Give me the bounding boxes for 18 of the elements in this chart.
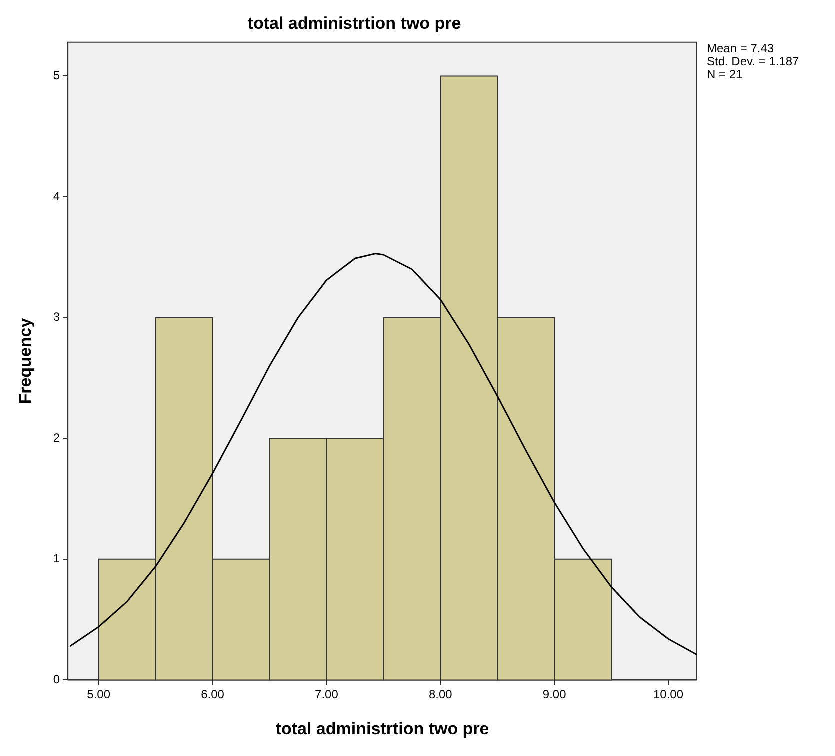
y-tick-label: 3 xyxy=(53,310,60,324)
y-tick-label: 1 xyxy=(53,552,60,566)
text: Mean = 7.43 xyxy=(707,41,774,56)
y-tick-label: 2 xyxy=(53,430,60,445)
y-tick-label: 5 xyxy=(53,68,60,83)
x-tick-label: 7.00 xyxy=(315,688,339,702)
x-tick-label: 9.00 xyxy=(542,688,567,702)
x-tick-label: 8.00 xyxy=(428,688,453,702)
x-tick-label: 10.00 xyxy=(654,688,684,702)
x-tick-label: 5.00 xyxy=(87,688,111,702)
text: N = 21 xyxy=(707,67,744,82)
chart-title: total administrtion two pre xyxy=(248,14,462,33)
y-tick-label: 4 xyxy=(53,189,60,204)
text: Std. Dev. = 1.187 xyxy=(707,54,800,68)
y-tick-label: 0 xyxy=(53,672,60,687)
x-axis-title: total administrtion two pre xyxy=(276,719,490,738)
y-axis-title: Frequency xyxy=(16,318,35,404)
x-tick-label: 6.00 xyxy=(201,688,225,702)
